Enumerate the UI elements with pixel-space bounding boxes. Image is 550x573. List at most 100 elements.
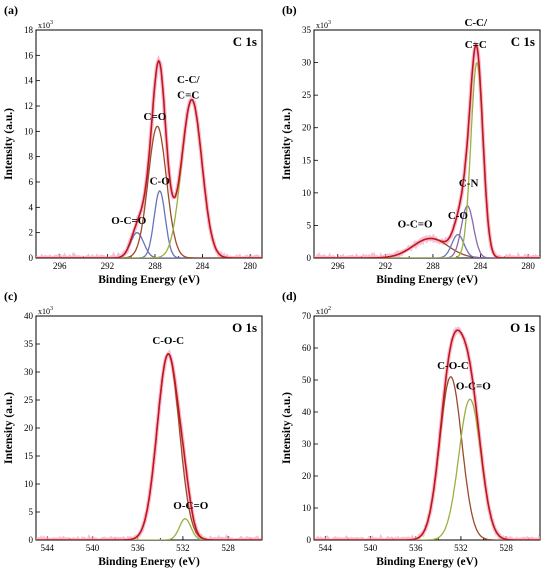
peak-annotation: C-O-C bbox=[437, 360, 469, 372]
x-tick-label: 292 bbox=[379, 261, 393, 271]
y-tick-label: 0 bbox=[307, 253, 312, 263]
x-tick-label: 528 bbox=[221, 543, 235, 553]
y-tick-label: 14 bbox=[24, 76, 34, 86]
y-axis-label: Intensity (a.u.) bbox=[281, 108, 293, 180]
raw-data-series bbox=[314, 326, 540, 540]
y-tick-label: 15 bbox=[302, 155, 312, 165]
x-axis-label: Binding Energy (eV) bbox=[98, 556, 200, 568]
y-tick-label: 20 bbox=[302, 123, 312, 133]
y-multiplier: x10 bbox=[316, 21, 328, 30]
x-tick-label: 532 bbox=[176, 543, 190, 553]
y-multiplier-exponent: 3 bbox=[50, 20, 53, 26]
x-tick-label: 288 bbox=[426, 261, 440, 271]
y-tick-label: 0 bbox=[29, 253, 34, 263]
y-tick-label: 20 bbox=[302, 471, 312, 481]
y-tick-label: 5 bbox=[29, 507, 34, 517]
envelope-fit-series bbox=[36, 352, 262, 540]
plot-area bbox=[36, 54, 262, 258]
peak-annotation: C-O-C bbox=[152, 335, 184, 347]
panel-a: 296 292 288 284 280 0 2 4 6 8 10 12 14 16 18 x10 3 Bindin… bbox=[3, 3, 263, 286]
y-tick-label: 10 bbox=[24, 126, 34, 136]
x-tick-label: 528 bbox=[499, 543, 513, 553]
peak-annotation: O-C=O bbox=[173, 500, 208, 512]
peak-annotation: C-O bbox=[150, 176, 171, 188]
x-tick-label: 280 bbox=[521, 261, 535, 271]
y-multiplier-exponent: 3 bbox=[50, 306, 53, 312]
x-axis-label: Binding Energy (eV) bbox=[98, 274, 200, 286]
peak-annotation: C=C bbox=[177, 89, 199, 101]
x-tick-label: 284 bbox=[474, 261, 488, 271]
y-tick-label: 25 bbox=[302, 90, 312, 100]
component-co bbox=[36, 125, 262, 258]
panel-d: 544 540 536 532 528 0 10 20 30 40 50 60 70 x10 2 Bindin… bbox=[281, 289, 541, 568]
x-tick-label: 532 bbox=[454, 543, 468, 553]
x-tick-label: 536 bbox=[409, 543, 423, 553]
y-multiplier: x10 bbox=[316, 307, 328, 316]
peak-annotation: C-N bbox=[459, 177, 479, 189]
y-tick-label: 30 bbox=[24, 367, 34, 377]
x-tick-label: 296 bbox=[331, 261, 345, 271]
y-tick-label: 16 bbox=[24, 50, 34, 60]
y-tick-label: 10 bbox=[302, 188, 312, 198]
peak-annotation: C=O bbox=[144, 111, 167, 123]
y-tick-label: 30 bbox=[302, 58, 312, 68]
y-multiplier-exponent: 3 bbox=[328, 20, 331, 26]
y-tick-label: 50 bbox=[302, 375, 312, 385]
y-multiplier-exponent: 2 bbox=[328, 306, 331, 312]
y-tick-label: 30 bbox=[302, 439, 312, 449]
panel-c: 544 540 536 532 528 0 5 10 15 20 25 30 35 40 x10 3 Bindi… bbox=[3, 289, 263, 568]
x-axis-label: Binding Energy (eV) bbox=[376, 556, 478, 568]
y-multiplier: x10 bbox=[38, 307, 50, 316]
y-axis-label: Intensity (a.u.) bbox=[3, 108, 15, 180]
panel-label: (d) bbox=[282, 289, 297, 303]
peak-annotation: C=C bbox=[465, 39, 487, 51]
x-tick-label: 292 bbox=[101, 261, 115, 271]
x-tick-label: 288 bbox=[148, 261, 162, 271]
component-oco bbox=[36, 232, 262, 258]
y-tick-label: 70 bbox=[302, 311, 312, 321]
y-tick-label: 8 bbox=[29, 152, 34, 162]
x-tick-label: 280 bbox=[243, 261, 257, 271]
peak-annotation: O-C=O bbox=[111, 215, 146, 227]
panel-title: C 1s bbox=[511, 34, 535, 49]
raw-data-series bbox=[314, 40, 540, 258]
peak-annotation: C-C/ bbox=[177, 74, 201, 86]
panel-b: 296 292 288 284 280 0 5 10 15 20 25 30 35 x10 3 Binding… bbox=[281, 3, 541, 286]
plot-area bbox=[314, 40, 540, 258]
y-tick-label: 0 bbox=[307, 535, 312, 545]
x-tick-label: 536 bbox=[131, 543, 145, 553]
panel-label: (b) bbox=[282, 3, 297, 17]
peak-annotation: O-C=O bbox=[398, 218, 433, 230]
x-tick-label: 544 bbox=[319, 543, 333, 553]
panel-title: C 1s bbox=[233, 34, 257, 49]
y-tick-label: 20 bbox=[24, 423, 34, 433]
y-tick-label: 5 bbox=[307, 220, 312, 230]
y-tick-label: 60 bbox=[302, 343, 312, 353]
x-tick-label: 540 bbox=[364, 543, 378, 553]
y-tick-label: 15 bbox=[24, 451, 34, 461]
x-tick-label: 284 bbox=[196, 261, 210, 271]
y-tick-label: 10 bbox=[24, 479, 34, 489]
y-tick-label: 25 bbox=[24, 395, 34, 405]
plot-area bbox=[314, 326, 540, 540]
y-tick-label: 18 bbox=[24, 25, 34, 35]
component-coc bbox=[36, 353, 262, 540]
y-tick-label: 40 bbox=[24, 311, 34, 321]
panel-title: O 1s bbox=[232, 320, 257, 335]
x-tick-label: 544 bbox=[41, 543, 55, 553]
x-tick-label: 296 bbox=[53, 261, 67, 271]
y-tick-label: 12 bbox=[24, 101, 33, 111]
component-co bbox=[36, 190, 262, 258]
plot-area bbox=[36, 349, 262, 540]
x-tick-label: 540 bbox=[86, 543, 100, 553]
peak-annotation: C-C/ bbox=[464, 17, 488, 29]
y-multiplier: x10 bbox=[38, 21, 50, 30]
y-tick-label: 0 bbox=[29, 535, 34, 545]
x-axis-label: Binding Energy (eV) bbox=[376, 274, 478, 286]
y-tick-label: 40 bbox=[302, 407, 312, 417]
envelope-fit-series bbox=[314, 329, 540, 540]
y-axis-label: Intensity (a.u.) bbox=[3, 392, 15, 464]
y-tick-label: 10 bbox=[302, 503, 312, 513]
peak-annotation: C-O bbox=[448, 210, 469, 222]
